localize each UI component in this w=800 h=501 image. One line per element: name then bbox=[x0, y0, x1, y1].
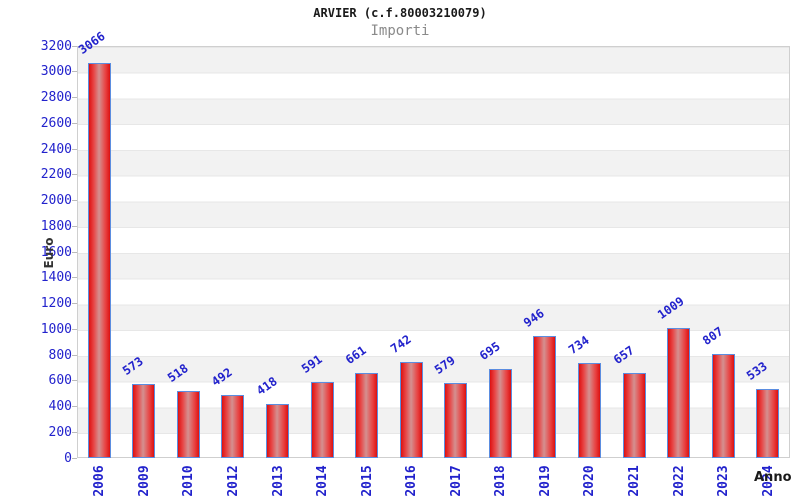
y-axis-tick-mark bbox=[72, 122, 77, 124]
y-axis-tick-mark bbox=[72, 303, 77, 304]
y-axis-tick-mark bbox=[72, 431, 77, 433]
x-axis-tick-label: 2013 bbox=[270, 465, 286, 497]
bar-2012 bbox=[221, 394, 245, 458]
y-axis-tick-label: 1600 bbox=[40, 244, 72, 260]
y-axis-tick-label: 400 bbox=[48, 399, 72, 414]
y-axis-tick-label: 200 bbox=[48, 424, 72, 440]
x-axis-tick-label: 2017 bbox=[448, 465, 464, 497]
x-axis-tick-label: 2015 bbox=[359, 465, 375, 497]
x-axis-tick-label: 2014 bbox=[315, 465, 331, 497]
bar-2009 bbox=[132, 384, 156, 458]
y-axis-title: Euro bbox=[42, 237, 56, 269]
bar-2019 bbox=[533, 336, 557, 458]
y-axis-tick-mark bbox=[72, 406, 77, 407]
y-axis-tick-label: 3200 bbox=[40, 38, 72, 54]
bar-2022 bbox=[667, 328, 691, 458]
y-axis-tick-mark bbox=[72, 71, 77, 73]
y-axis-tick-mark bbox=[72, 225, 77, 227]
bar-2023 bbox=[711, 354, 735, 458]
bar-2018 bbox=[488, 368, 512, 458]
y-axis-tick-label: 1200 bbox=[40, 296, 72, 311]
y-axis-tick-mark bbox=[72, 354, 77, 356]
y-axis-tick-label: 2400 bbox=[40, 141, 72, 157]
y-axis-tick-mark bbox=[72, 97, 77, 98]
bar-2020 bbox=[577, 363, 601, 458]
x-axis-tick-label: 2018 bbox=[493, 465, 509, 497]
y-axis-tick-mark bbox=[72, 328, 77, 330]
y-axis-tick-label: 2200 bbox=[40, 167, 72, 183]
x-axis-tick-label: 2022 bbox=[671, 465, 687, 497]
y-axis-tick-label: 2600 bbox=[40, 115, 72, 131]
x-axis-tick-label: 2016 bbox=[404, 465, 420, 497]
y-axis-tick-mark bbox=[72, 277, 77, 279]
y-axis-tick-label: 800 bbox=[48, 347, 72, 363]
y-axis-tick-mark bbox=[72, 380, 77, 382]
x-axis-tick-label: 2010 bbox=[181, 465, 197, 497]
y-axis-tick-label: 3000 bbox=[40, 64, 72, 80]
y-axis-tick-mark bbox=[72, 174, 77, 176]
y-axis-tick-mark bbox=[72, 200, 77, 201]
bar-2017 bbox=[444, 383, 468, 458]
bar-2016 bbox=[399, 362, 423, 458]
x-axis-tick-label: 2020 bbox=[582, 465, 598, 497]
bar-2006 bbox=[87, 63, 111, 458]
chart-title: ARVIER (c.f.80003210079) bbox=[313, 6, 487, 20]
chart-subtitle: Importi bbox=[370, 23, 430, 39]
bar-2010 bbox=[176, 391, 200, 458]
x-axis-tick-label: 2021 bbox=[627, 465, 643, 497]
y-axis-tick-label: 600 bbox=[48, 373, 72, 389]
x-axis-tick-label: 2012 bbox=[225, 465, 241, 497]
y-axis-tick-mark bbox=[72, 457, 77, 459]
x-axis-title: Anno bbox=[754, 470, 792, 485]
bar-2021 bbox=[622, 373, 646, 458]
y-axis-tick-mark bbox=[72, 45, 77, 47]
y-axis-tick-mark bbox=[72, 148, 77, 150]
y-axis-tick-label: 1000 bbox=[40, 321, 72, 337]
y-axis-tick-label: 1400 bbox=[40, 270, 72, 286]
y-axis-tick-label: 0 bbox=[64, 450, 72, 466]
y-axis-tick-label: 2800 bbox=[40, 90, 72, 105]
bar-2013 bbox=[266, 404, 290, 458]
bar-2015 bbox=[355, 372, 379, 458]
bar-2014 bbox=[310, 381, 334, 458]
x-axis-tick-label: 2023 bbox=[716, 465, 732, 497]
y-axis-tick-label: 2000 bbox=[40, 193, 72, 208]
y-axis-tick-label: 1800 bbox=[40, 218, 72, 234]
bar-2024 bbox=[756, 389, 780, 458]
y-axis-tick-mark bbox=[72, 251, 77, 253]
x-axis-tick-label: 2009 bbox=[136, 465, 152, 497]
x-axis-tick-label: 2006 bbox=[92, 465, 108, 497]
x-axis-tick-label: 2019 bbox=[537, 465, 553, 497]
